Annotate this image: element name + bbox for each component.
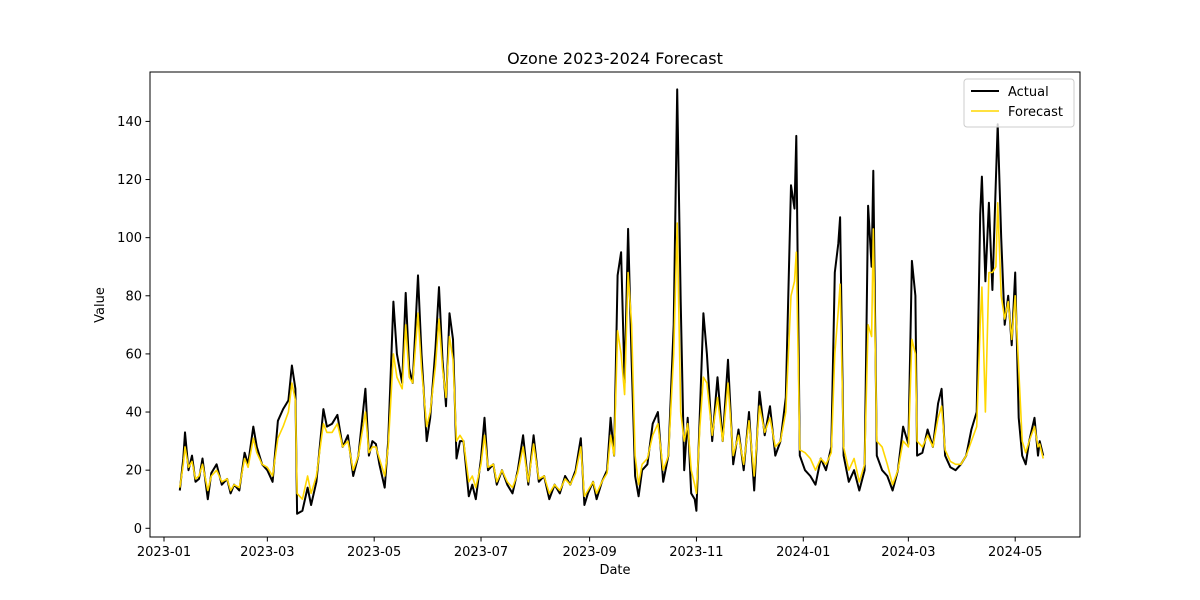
y-axis-label: Value (93, 287, 108, 323)
chart-title: Ozone 2023-2024 Forecast (507, 49, 723, 68)
y-tick-label: 140 (117, 115, 142, 130)
y-tick-label: 60 (125, 347, 142, 362)
series-line-forecast (179, 202, 1044, 500)
x-tick-label: 2024-05 (988, 545, 1042, 560)
y-tick-label: 20 (125, 464, 142, 479)
x-tick-label: 2023-11 (669, 545, 723, 560)
series-layer (178, 88, 1045, 515)
y-tick-label: 40 (125, 406, 142, 421)
y-tick-label: 120 (117, 173, 142, 188)
x-tick-label: 2024-03 (881, 545, 935, 560)
series-line-actual (178, 88, 1045, 515)
y-tick-label: 100 (117, 231, 142, 246)
x-tick-label: 2023-03 (240, 545, 294, 560)
x-axis-label: Date (599, 563, 630, 578)
x-axis: 2023-01 2023-03 2023-05 2023-07 2023-09 2023-… (137, 537, 1042, 560)
y-tick-label: 0 (134, 522, 142, 537)
legend: Actual Forecast (963, 78, 1075, 128)
x-tick-label: 2023-07 (454, 545, 508, 560)
y-axis: 0 20 40 60 80 100 120 140 (117, 115, 150, 537)
x-tick-label: 2024-01 (776, 545, 830, 560)
x-tick-label: 2023-05 (347, 545, 401, 560)
legend-label-actual: Actual (1008, 85, 1049, 100)
plot-frame (149, 71, 1081, 538)
y-tick-label: 80 (125, 289, 142, 304)
legend-label-forecast: Forecast (1008, 105, 1063, 120)
x-tick-label: 2023-09 (562, 545, 616, 560)
x-tick-label: 2023-01 (137, 545, 191, 560)
